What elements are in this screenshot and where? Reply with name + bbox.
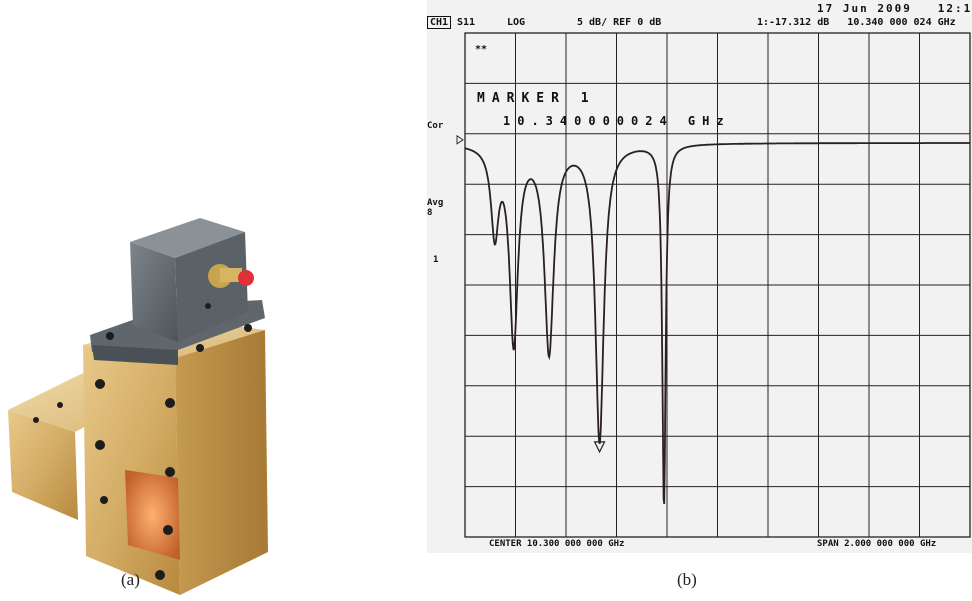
s11-trace <box>464 142 970 505</box>
device-photo <box>8 218 268 595</box>
marker-1-triangle <box>593 441 606 454</box>
reference-level-marker <box>456 134 464 145</box>
parameter-label: S11 <box>457 17 476 28</box>
channel-one-indicator: 1 <box>433 255 439 265</box>
caption-a: (a) <box>121 570 140 589</box>
marker-title: MARKER 1 <box>477 91 596 106</box>
caption-b: (b) <box>677 570 697 589</box>
scale-label: 5 dB/ REF 0 dB <box>577 17 662 28</box>
channel-label: CH1 <box>427 16 452 29</box>
marker-readout: 1:-17.312 dB 10.340 000 024 GHz <box>757 17 956 28</box>
center-frequency: CENTER 10.300 000 000 GHz <box>489 539 625 549</box>
cor-indicator: Cor <box>427 121 444 131</box>
marker-frequency: 10.340000024 GHz <box>503 114 731 128</box>
span-frequency: SPAN 2.000 000 000 GHz <box>817 539 937 549</box>
star-indicator: ** <box>475 44 488 55</box>
avg-indicator: Avg 8 <box>427 198 444 218</box>
network-analyzer-screen: CH1 S11 LOG 5 dB/ REF 0 dB 17 Jun 2009 1… <box>427 0 972 553</box>
s11-chart <box>456 32 971 538</box>
format-label: LOG <box>507 17 526 28</box>
date-time: 17 Jun 2009 12:18:47 <box>817 2 972 15</box>
device-photo-panel: (a) <box>0 0 420 601</box>
